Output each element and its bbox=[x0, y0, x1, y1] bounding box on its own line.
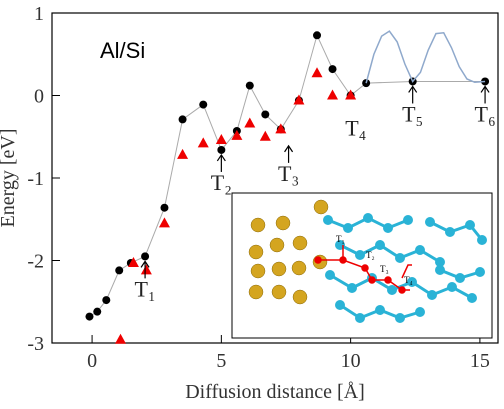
point bbox=[327, 89, 339, 100]
point bbox=[259, 130, 271, 141]
series-line bbox=[365, 30, 486, 84]
annotation-arrowhead bbox=[284, 144, 294, 153]
point bbox=[102, 296, 111, 305]
point bbox=[293, 94, 305, 105]
point bbox=[313, 31, 322, 40]
y-tick-label: -2 bbox=[27, 251, 44, 273]
y-tick-label: -1 bbox=[27, 168, 44, 190]
x-tick-label: 5 bbox=[216, 350, 226, 372]
point bbox=[141, 252, 150, 261]
inset-label: T₄ bbox=[404, 275, 413, 285]
inset-label: T₂ bbox=[366, 250, 375, 260]
annotation-arrowhead bbox=[408, 85, 418, 93]
annotation: T₄ bbox=[345, 116, 366, 141]
annotation: T₁ bbox=[135, 276, 156, 301]
point bbox=[217, 145, 226, 154]
annotation: T₅ bbox=[402, 101, 423, 126]
point bbox=[245, 81, 254, 90]
y-tick-label: 0 bbox=[34, 86, 44, 108]
annotation-arrowhead bbox=[480, 85, 490, 93]
al-atoms bbox=[248, 199, 329, 305]
x-axis-label: Diffusion distance [Å] bbox=[185, 381, 365, 403]
point bbox=[275, 123, 287, 134]
y-tick-label: 1 bbox=[34, 3, 44, 25]
point bbox=[231, 129, 243, 140]
point bbox=[160, 203, 169, 212]
point bbox=[311, 67, 323, 78]
point bbox=[328, 65, 337, 74]
x-tick-label: 15 bbox=[470, 350, 490, 372]
point bbox=[93, 307, 102, 316]
annotation: T₂ bbox=[211, 170, 232, 195]
point bbox=[199, 100, 208, 109]
point bbox=[127, 256, 139, 267]
point bbox=[115, 333, 127, 344]
point bbox=[85, 312, 94, 321]
annotation-arrowhead bbox=[216, 153, 226, 162]
point bbox=[345, 89, 357, 100]
point bbox=[244, 117, 256, 128]
inset-label: T₃ bbox=[380, 264, 389, 274]
inset: T₁ T₂ T₃ T₄ bbox=[231, 192, 493, 339]
annotation: T₃ bbox=[278, 161, 299, 186]
annotation-arrowhead bbox=[140, 260, 150, 268]
point bbox=[197, 137, 209, 148]
x-tick-label: 0 bbox=[87, 350, 97, 372]
annotation: T₆ bbox=[475, 101, 496, 126]
point bbox=[261, 110, 270, 119]
si-atoms bbox=[323, 213, 487, 323]
point bbox=[178, 115, 187, 124]
point bbox=[115, 266, 124, 275]
inset-label: T₁ bbox=[336, 234, 345, 244]
inset-path bbox=[314, 245, 412, 294]
x-tick-label: 10 bbox=[341, 350, 361, 372]
chart-title: Al/Si bbox=[100, 38, 145, 63]
point bbox=[215, 134, 227, 145]
point bbox=[177, 148, 189, 159]
y-axis-label: Energy [eV] bbox=[0, 128, 19, 227]
point bbox=[140, 264, 152, 275]
point bbox=[158, 217, 170, 228]
y-tick-label: -3 bbox=[27, 333, 44, 355]
